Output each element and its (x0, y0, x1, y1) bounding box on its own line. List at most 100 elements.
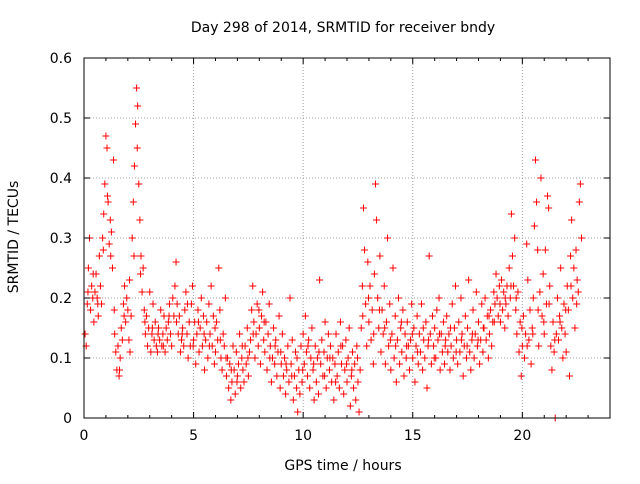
data-point (551, 336, 559, 344)
data-point (210, 360, 218, 368)
data-point (315, 390, 323, 398)
data-point (255, 306, 263, 314)
data-point (370, 270, 378, 278)
data-point (442, 336, 450, 344)
data-point (353, 342, 361, 350)
data-point (529, 330, 537, 338)
data-point (481, 294, 489, 302)
data-point (248, 306, 256, 314)
data-point (469, 306, 477, 314)
data-point (218, 366, 226, 374)
data-point (213, 318, 221, 326)
chart-title: Day 298 of 2014, SRMTID for receiver bnd… (191, 20, 495, 36)
data-point (415, 330, 423, 338)
data-point (260, 318, 268, 326)
data-point (545, 204, 553, 212)
data-point (414, 348, 422, 356)
data-point (454, 360, 462, 368)
data-point (167, 330, 175, 338)
data-point (192, 360, 200, 368)
data-point (189, 342, 197, 350)
data-point (305, 336, 313, 344)
data-point (539, 270, 547, 278)
data-point (103, 192, 111, 200)
data-point (282, 390, 290, 398)
data-point (239, 366, 247, 374)
data-point (293, 354, 301, 362)
data-point (221, 294, 229, 302)
data-point (524, 276, 532, 284)
y-tick-label: 0.2 (50, 291, 72, 307)
data-point (190, 336, 198, 344)
data-point (270, 324, 278, 332)
data-point (484, 354, 492, 362)
data-point (365, 318, 373, 326)
data-point (474, 336, 482, 344)
data-point (317, 360, 325, 368)
data-point (561, 330, 569, 338)
data-point (209, 312, 217, 320)
data-point (492, 270, 500, 278)
data-point (368, 306, 376, 314)
data-point (541, 246, 549, 254)
data-point (148, 330, 156, 338)
data-point (387, 366, 395, 374)
data-point (478, 300, 486, 308)
data-point (111, 330, 119, 338)
data-point (430, 354, 438, 362)
data-point (419, 366, 427, 374)
data-point (348, 366, 356, 374)
y-axis-label: SRMTID / TECUs (6, 181, 22, 294)
data-point (216, 336, 224, 344)
data-point (512, 294, 520, 302)
data-point (154, 330, 162, 338)
data-point (380, 282, 388, 290)
data-point (102, 132, 110, 140)
data-point (272, 336, 280, 344)
data-point (374, 294, 382, 302)
data-point (473, 342, 481, 350)
data-point (352, 396, 360, 404)
axis-tick-labels: 0 5 10 15 20 0 0.1 0.2 0.3 0.4 0.5 0.6 (50, 51, 532, 444)
data-point (180, 342, 188, 350)
data-point (546, 282, 554, 290)
data-point (156, 336, 164, 344)
data-point (345, 324, 353, 332)
data-point (385, 342, 393, 350)
data-point (249, 330, 257, 338)
data-point (505, 264, 513, 272)
data-point (373, 216, 381, 224)
data-point (88, 282, 96, 290)
data-point (431, 324, 439, 332)
data-point (118, 336, 126, 344)
data-point (168, 342, 176, 350)
data-point (457, 294, 465, 302)
data-point (446, 366, 454, 374)
data-point (225, 384, 233, 392)
data-point (188, 282, 196, 290)
data-point (198, 342, 206, 350)
data-point (277, 348, 285, 356)
data-point (300, 360, 308, 368)
data-point (212, 348, 219, 356)
data-point (173, 300, 181, 308)
data-point (194, 318, 202, 326)
data-point (137, 252, 145, 260)
data-point (233, 372, 241, 380)
data-point (263, 366, 271, 374)
data-point (243, 324, 251, 332)
data-point (476, 360, 484, 368)
data-point (502, 300, 510, 308)
data-point (552, 330, 560, 338)
data-point (162, 324, 170, 332)
data-point (381, 360, 389, 368)
data-point (523, 342, 531, 350)
data-point (124, 306, 132, 314)
data-point (553, 294, 561, 302)
data-point (444, 348, 452, 356)
data-point (495, 282, 503, 290)
data-point (507, 210, 515, 218)
data-point (441, 360, 449, 368)
data-point (409, 354, 417, 362)
